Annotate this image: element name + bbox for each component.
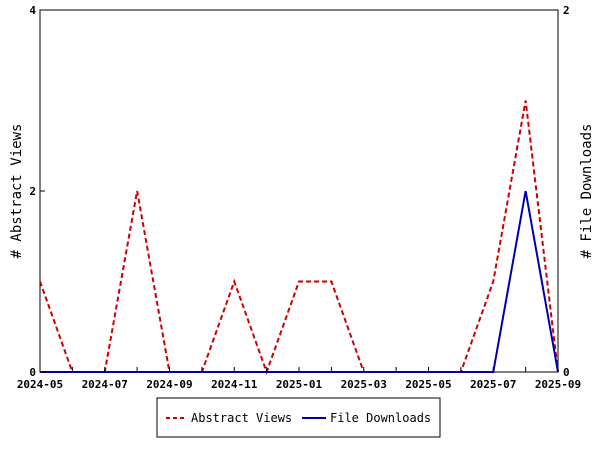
axes-layer: 2024-05 2024-07 2024-09 2024-11 2025-01 2025-… [17, 4, 581, 391]
x-tick-label-2025-01: 2025-01 [276, 378, 323, 391]
x-tick-label-2025-09: 2025-09 [535, 378, 581, 391]
series-line-abstract-views [39, 100, 559, 375]
x-tick-label-2024-09: 2024-09 [146, 378, 192, 391]
x-tick-label-2025-05: 2025-05 [405, 378, 451, 391]
x-tick-label-2025-07: 2025-07 [470, 378, 516, 391]
x-tick-label-2024-07: 2024-07 [82, 378, 128, 391]
legend: Abstract Views File Downloads [156, 397, 441, 438]
x-tick-label-2025-03: 2025-03 [341, 378, 387, 391]
x-tick-label-2024-05: 2024-05 [17, 378, 63, 391]
left-y-tick-label-0: 0 [29, 366, 36, 379]
legend-label-file-downloads: File Downloads [330, 411, 431, 425]
left-axis-title: # Abstract Views [9, 124, 25, 259]
right-y-tick-label-0: 0 [563, 366, 570, 379]
right-y-tick-label-2: 2 [563, 4, 570, 17]
left-y-tick-label-4: 4 [29, 4, 36, 17]
left-y-tick-label-2: 2 [29, 185, 36, 198]
plot-area [39, 9, 559, 373]
legend-label-abstract-views: Abstract Views [191, 411, 292, 425]
legend-box [156, 397, 441, 438]
x-tick-label-2024-11: 2024-11 [211, 378, 258, 391]
right-axis-title: # File Downloads [579, 124, 595, 259]
